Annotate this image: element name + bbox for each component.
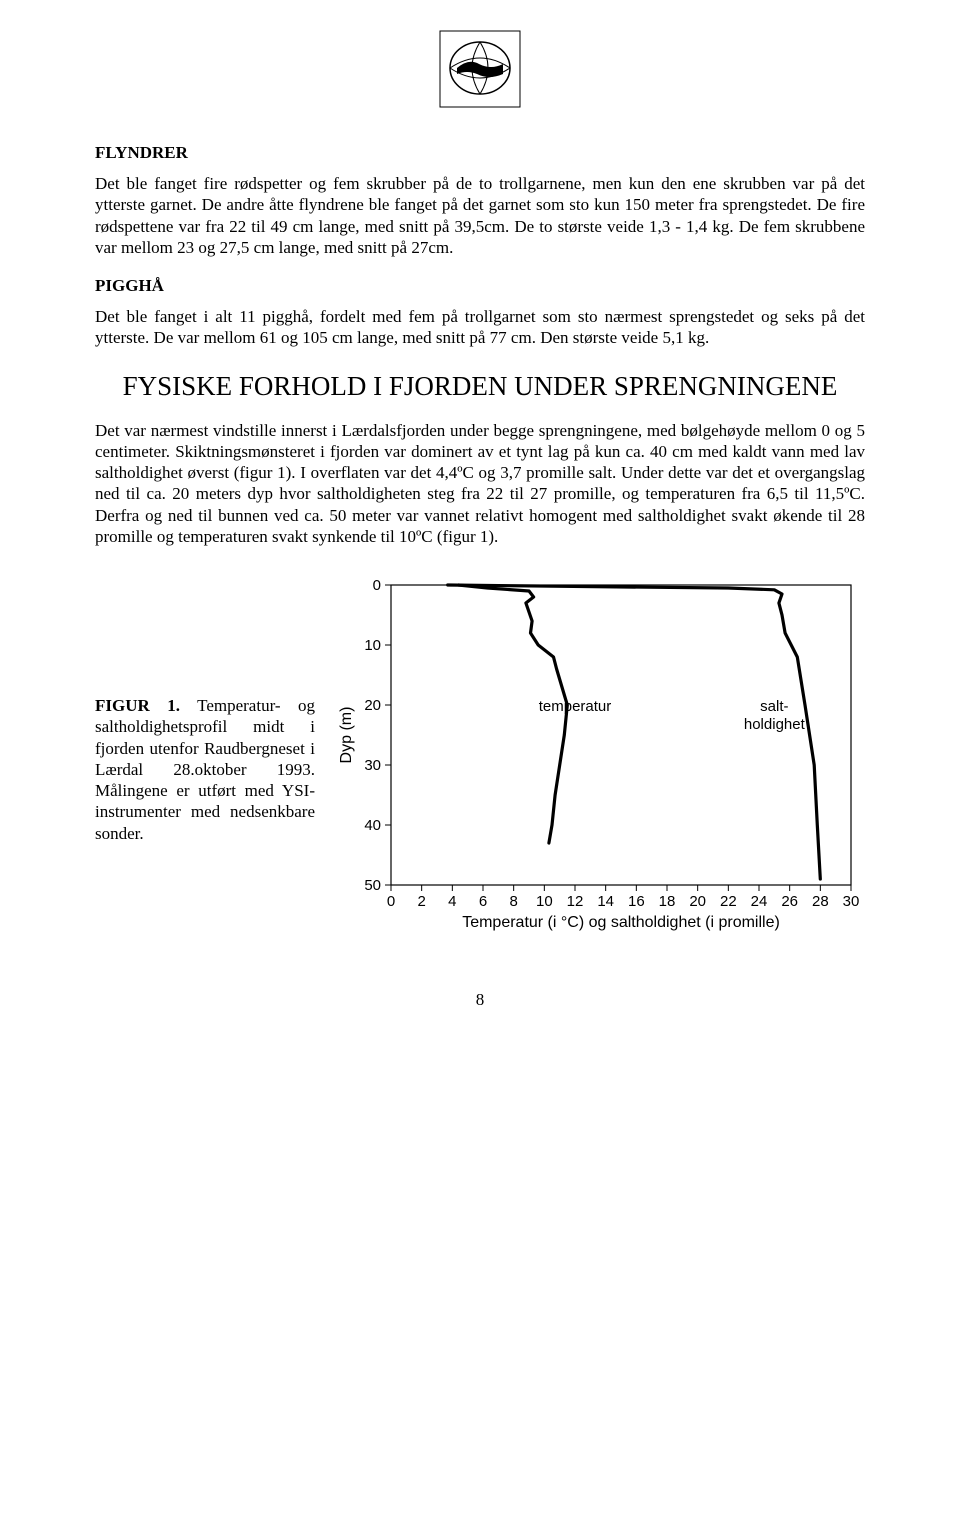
svg-text:temperatur: temperatur: [539, 698, 612, 715]
svg-text:Dyp (m): Dyp (m): [338, 707, 355, 764]
svg-text:20: 20: [689, 893, 706, 910]
main-heading: FYSISKE FORHOLD I FJORDEN UNDER SPRENGNI…: [95, 371, 865, 402]
svg-text:26: 26: [781, 893, 798, 910]
svg-text:40: 40: [364, 817, 381, 834]
page-number: 8: [95, 990, 865, 1010]
page-logo: [95, 30, 865, 113]
main-paragraph: Det var nærmest vindstille innerst i Lær…: [95, 420, 865, 548]
svg-text:12: 12: [567, 893, 584, 910]
svg-text:0: 0: [387, 893, 395, 910]
svg-text:24: 24: [751, 893, 768, 910]
svg-text:28: 28: [812, 893, 829, 910]
svg-text:8: 8: [509, 893, 517, 910]
figure-caption-rest: Temperatur- og saltholdighetsprofil midt…: [95, 696, 315, 843]
svg-text:0: 0: [373, 577, 381, 594]
figure-caption: FIGUR 1. Temperatur- og saltholdighetspr…: [95, 575, 315, 940]
svg-text:20: 20: [364, 697, 381, 714]
svg-text:14: 14: [597, 893, 614, 910]
svg-text:22: 22: [720, 893, 737, 910]
svg-text:salt-: salt-: [760, 698, 788, 715]
para-flyndrer: Det ble fanget fire rødspetter og fem sk…: [95, 173, 865, 258]
section-header-piggha: PIGGHÅ: [95, 276, 865, 296]
svg-text:2: 2: [417, 893, 425, 910]
svg-text:16: 16: [628, 893, 645, 910]
svg-text:50: 50: [364, 877, 381, 894]
svg-text:holdighet: holdighet: [744, 716, 806, 733]
svg-text:10: 10: [536, 893, 553, 910]
svg-text:10: 10: [364, 637, 381, 654]
para-piggha: Det ble fanget i alt 11 pigghå, fordelt …: [95, 306, 865, 349]
svg-text:30: 30: [364, 757, 381, 774]
section-header-flyndrer: FLYNDRER: [95, 143, 865, 163]
figure-caption-lead: FIGUR 1.: [95, 696, 180, 715]
svg-text:4: 4: [448, 893, 456, 910]
svg-text:Temperatur (i °C) og saltholdi: Temperatur (i °C) og saltholdighet (i pr…: [462, 914, 780, 931]
svg-text:6: 6: [479, 893, 487, 910]
depth-profile-chart: 02468101214161820222426283001020304050Dy…: [333, 575, 865, 940]
svg-text:18: 18: [659, 893, 676, 910]
svg-text:30: 30: [843, 893, 860, 910]
